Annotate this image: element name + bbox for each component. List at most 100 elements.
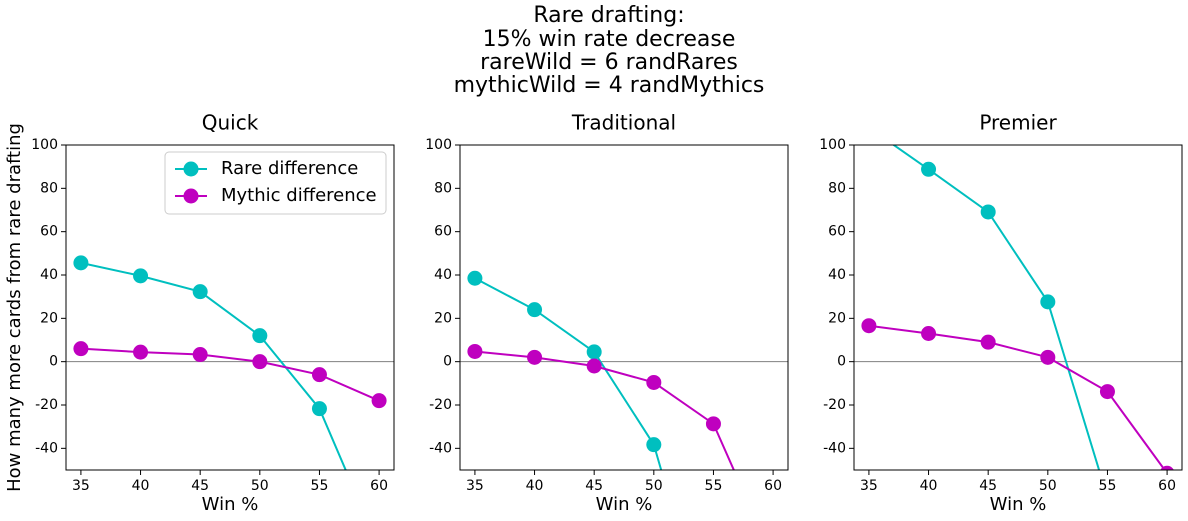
y-tick-label: -20	[35, 397, 58, 413]
data-point	[980, 334, 996, 350]
x-tick-label: 50	[251, 478, 269, 494]
data-point	[646, 437, 662, 453]
legend-marker	[183, 161, 199, 177]
data-point	[311, 367, 327, 383]
x-tick-label: 60	[1158, 478, 1176, 494]
series-line	[474, 277, 663, 470]
data-point	[921, 326, 937, 341]
plot-area	[861, 120, 1174, 470]
y-tick-label: 40	[828, 267, 846, 283]
data-point	[527, 349, 543, 365]
series-line	[892, 145, 1101, 470]
x-tick-label: 55	[1099, 478, 1117, 494]
data-point	[921, 161, 937, 177]
data-point	[133, 268, 149, 284]
subplot-title: Premier	[979, 111, 1057, 135]
data-point	[1040, 349, 1056, 365]
x-tick-label: 40	[920, 478, 938, 494]
y-tick-label: -20	[429, 397, 452, 413]
y-tick-label: 60	[828, 224, 846, 240]
y-tick-label: 20	[434, 310, 452, 326]
figure-title: 15% win rate decrease	[483, 27, 736, 52]
y-tick-label: -20	[823, 397, 846, 413]
y-tick-label: 20	[40, 310, 58, 326]
x-tick-label: 50	[645, 478, 663, 494]
x-tick-label: 45	[585, 478, 603, 494]
legend-label: Mythic difference	[221, 185, 377, 206]
y-tick-label: 100	[819, 137, 846, 153]
subplot-title: Traditional	[571, 111, 676, 135]
x-tick-label: 35	[860, 478, 878, 494]
x-tick-label: 40	[526, 478, 544, 494]
data-point	[252, 354, 268, 370]
figure-title: Rare drafting:	[533, 3, 684, 28]
y-tick-label: 80	[40, 180, 58, 196]
figure-title: rareWild = 6 randRares	[480, 50, 738, 75]
y-axis-label: How many more cards from rare drafting	[4, 123, 25, 492]
data-point	[980, 204, 996, 220]
data-point	[1160, 465, 1174, 470]
data-point	[861, 318, 877, 334]
x-tick-label: 50	[1039, 478, 1057, 494]
y-tick-label: 40	[434, 267, 452, 283]
y-tick-label: 80	[828, 180, 846, 196]
legend-marker	[183, 188, 199, 204]
subplot-title: Quick	[202, 111, 259, 135]
data-point	[133, 344, 149, 360]
data-point	[311, 401, 327, 417]
legend-box	[164, 151, 387, 215]
y-tick-label: -40	[429, 440, 452, 456]
data-point	[527, 302, 543, 318]
y-tick-label: -40	[823, 440, 846, 456]
x-tick-label: 45	[979, 478, 997, 494]
data-point	[192, 347, 208, 363]
y-tick-label: 20	[828, 310, 846, 326]
x-tick-label: 55	[705, 478, 723, 494]
y-tick-label: 0	[443, 354, 452, 370]
y-tick-label: 100	[425, 137, 452, 153]
data-point	[586, 344, 602, 360]
plot-area	[467, 270, 735, 470]
axes-frame	[853, 144, 1183, 471]
data-point	[467, 343, 483, 359]
series-line	[80, 347, 380, 402]
series-line	[474, 350, 735, 470]
y-tick-label: 80	[434, 180, 452, 196]
x-tick-label: 40	[132, 478, 150, 494]
y-tick-label: 0	[837, 354, 846, 370]
data-point	[73, 255, 89, 271]
x-tick-label: 35	[466, 478, 484, 494]
x-axis-label: Win %	[202, 494, 259, 515]
axes-frame	[65, 144, 395, 471]
data-point	[73, 341, 89, 357]
data-point	[861, 120, 876, 135]
y-tick-label: 60	[434, 224, 452, 240]
data-point	[705, 416, 721, 432]
data-point	[371, 393, 387, 409]
data-point	[1040, 294, 1056, 310]
x-tick-label: 60	[764, 478, 782, 494]
y-tick-label: -40	[35, 440, 58, 456]
series-line	[80, 261, 347, 470]
x-tick-label: 55	[311, 478, 329, 494]
data-point	[192, 284, 208, 300]
x-tick-label: 45	[191, 478, 209, 494]
data-point	[252, 328, 268, 344]
series-line	[868, 324, 1166, 470]
plot-area	[73, 255, 387, 470]
axes-frame	[459, 144, 789, 471]
y-tick-label: 60	[40, 224, 58, 240]
data-point	[586, 358, 602, 374]
data-point	[646, 374, 662, 390]
y-tick-label: 40	[40, 267, 58, 283]
x-axis-label: Win %	[990, 494, 1047, 515]
figure-title: mythicWild = 4 randMythics	[454, 73, 765, 98]
legend-label: Rare difference	[221, 158, 358, 179]
y-tick-label: 100	[31, 137, 58, 153]
data-point	[1099, 384, 1115, 400]
x-tick-label: 35	[72, 478, 90, 494]
data-point	[467, 270, 483, 286]
x-axis-label: Win %	[596, 494, 653, 515]
y-tick-label: 0	[49, 354, 58, 370]
